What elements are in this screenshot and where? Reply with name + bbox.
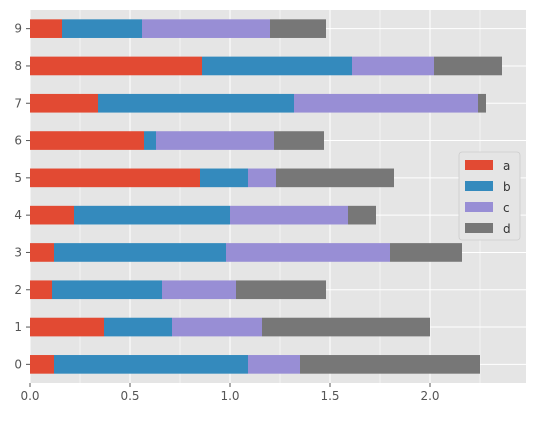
bar-a-9 xyxy=(30,19,62,38)
bar-c-3 xyxy=(226,243,390,262)
bar-d-8 xyxy=(434,56,502,76)
bar-a-7 xyxy=(30,93,98,113)
legend-swatch-c xyxy=(465,202,493,212)
x-tick-label: 2.0 xyxy=(420,389,439,403)
bar-b-6 xyxy=(144,131,156,150)
legend-label-d: d xyxy=(503,222,511,236)
y-tick-label: 7 xyxy=(14,96,22,110)
bar-d-7 xyxy=(478,93,486,113)
x-tick-label: 1.0 xyxy=(220,389,239,403)
bar-b-4 xyxy=(74,205,230,225)
y-tick-label: 0 xyxy=(14,357,22,371)
legend-label-c: c xyxy=(503,201,510,215)
bars xyxy=(30,19,502,374)
x-tick-label: 1.5 xyxy=(320,389,339,403)
bar-b-8 xyxy=(202,56,352,76)
bar-d-0 xyxy=(300,355,480,374)
x-axis: 0.0 0.5 1.0 1.5 2.0 xyxy=(20,383,440,403)
legend-label-b: b xyxy=(503,180,511,194)
y-tick-label: 4 xyxy=(14,208,22,222)
bar-d-1 xyxy=(262,317,430,337)
bar-b-9 xyxy=(62,19,142,38)
x-tick-label: 0.0 xyxy=(20,389,39,403)
bar-d-4 xyxy=(348,205,376,225)
bar-a-4 xyxy=(30,205,74,225)
legend-swatch-b xyxy=(465,181,493,191)
y-tick-label: 3 xyxy=(14,245,22,259)
y-tick-label: 6 xyxy=(14,134,22,148)
bar-a-2 xyxy=(30,280,52,300)
bar-d-2 xyxy=(236,280,326,300)
bar-d-3 xyxy=(390,243,462,262)
bar-b-7 xyxy=(98,93,294,113)
bar-b-1 xyxy=(104,317,172,337)
bar-c-8 xyxy=(352,56,434,76)
bar-c-0 xyxy=(248,355,300,374)
bar-c-5 xyxy=(248,168,276,188)
bar-a-8 xyxy=(30,56,202,76)
bar-c-7 xyxy=(294,93,478,113)
y-tick-label: 2 xyxy=(14,283,22,297)
bar-d-5 xyxy=(276,168,394,188)
bar-b-5 xyxy=(200,168,248,188)
legend-swatch-a xyxy=(465,160,493,170)
y-tick-label: 9 xyxy=(14,22,22,36)
bar-a-6 xyxy=(30,131,144,150)
bar-a-0 xyxy=(30,355,54,374)
bar-d-6 xyxy=(274,131,324,150)
legend-swatch-d xyxy=(465,223,493,233)
x-tick-label: 0.5 xyxy=(120,389,139,403)
y-tick-label: 1 xyxy=(14,320,22,334)
bar-c-9 xyxy=(142,19,270,38)
bar-a-3 xyxy=(30,243,54,262)
y-tick-label: 5 xyxy=(14,171,22,185)
legend-label-a: a xyxy=(503,159,510,173)
bar-c-4 xyxy=(230,205,348,225)
bar-c-2 xyxy=(162,280,236,300)
y-tick-label: 8 xyxy=(14,59,22,73)
bar-b-2 xyxy=(52,280,162,300)
bar-a-1 xyxy=(30,317,104,337)
bar-a-5 xyxy=(30,168,200,188)
bar-c-6 xyxy=(156,131,274,150)
y-axis: 0 1 2 3 4 5 6 7 8 9 xyxy=(14,22,30,371)
bar-d-9 xyxy=(270,19,326,38)
bar-b-0 xyxy=(54,355,248,374)
bar-b-3 xyxy=(54,243,226,262)
legend-box xyxy=(458,151,521,241)
bar-c-1 xyxy=(172,317,262,337)
